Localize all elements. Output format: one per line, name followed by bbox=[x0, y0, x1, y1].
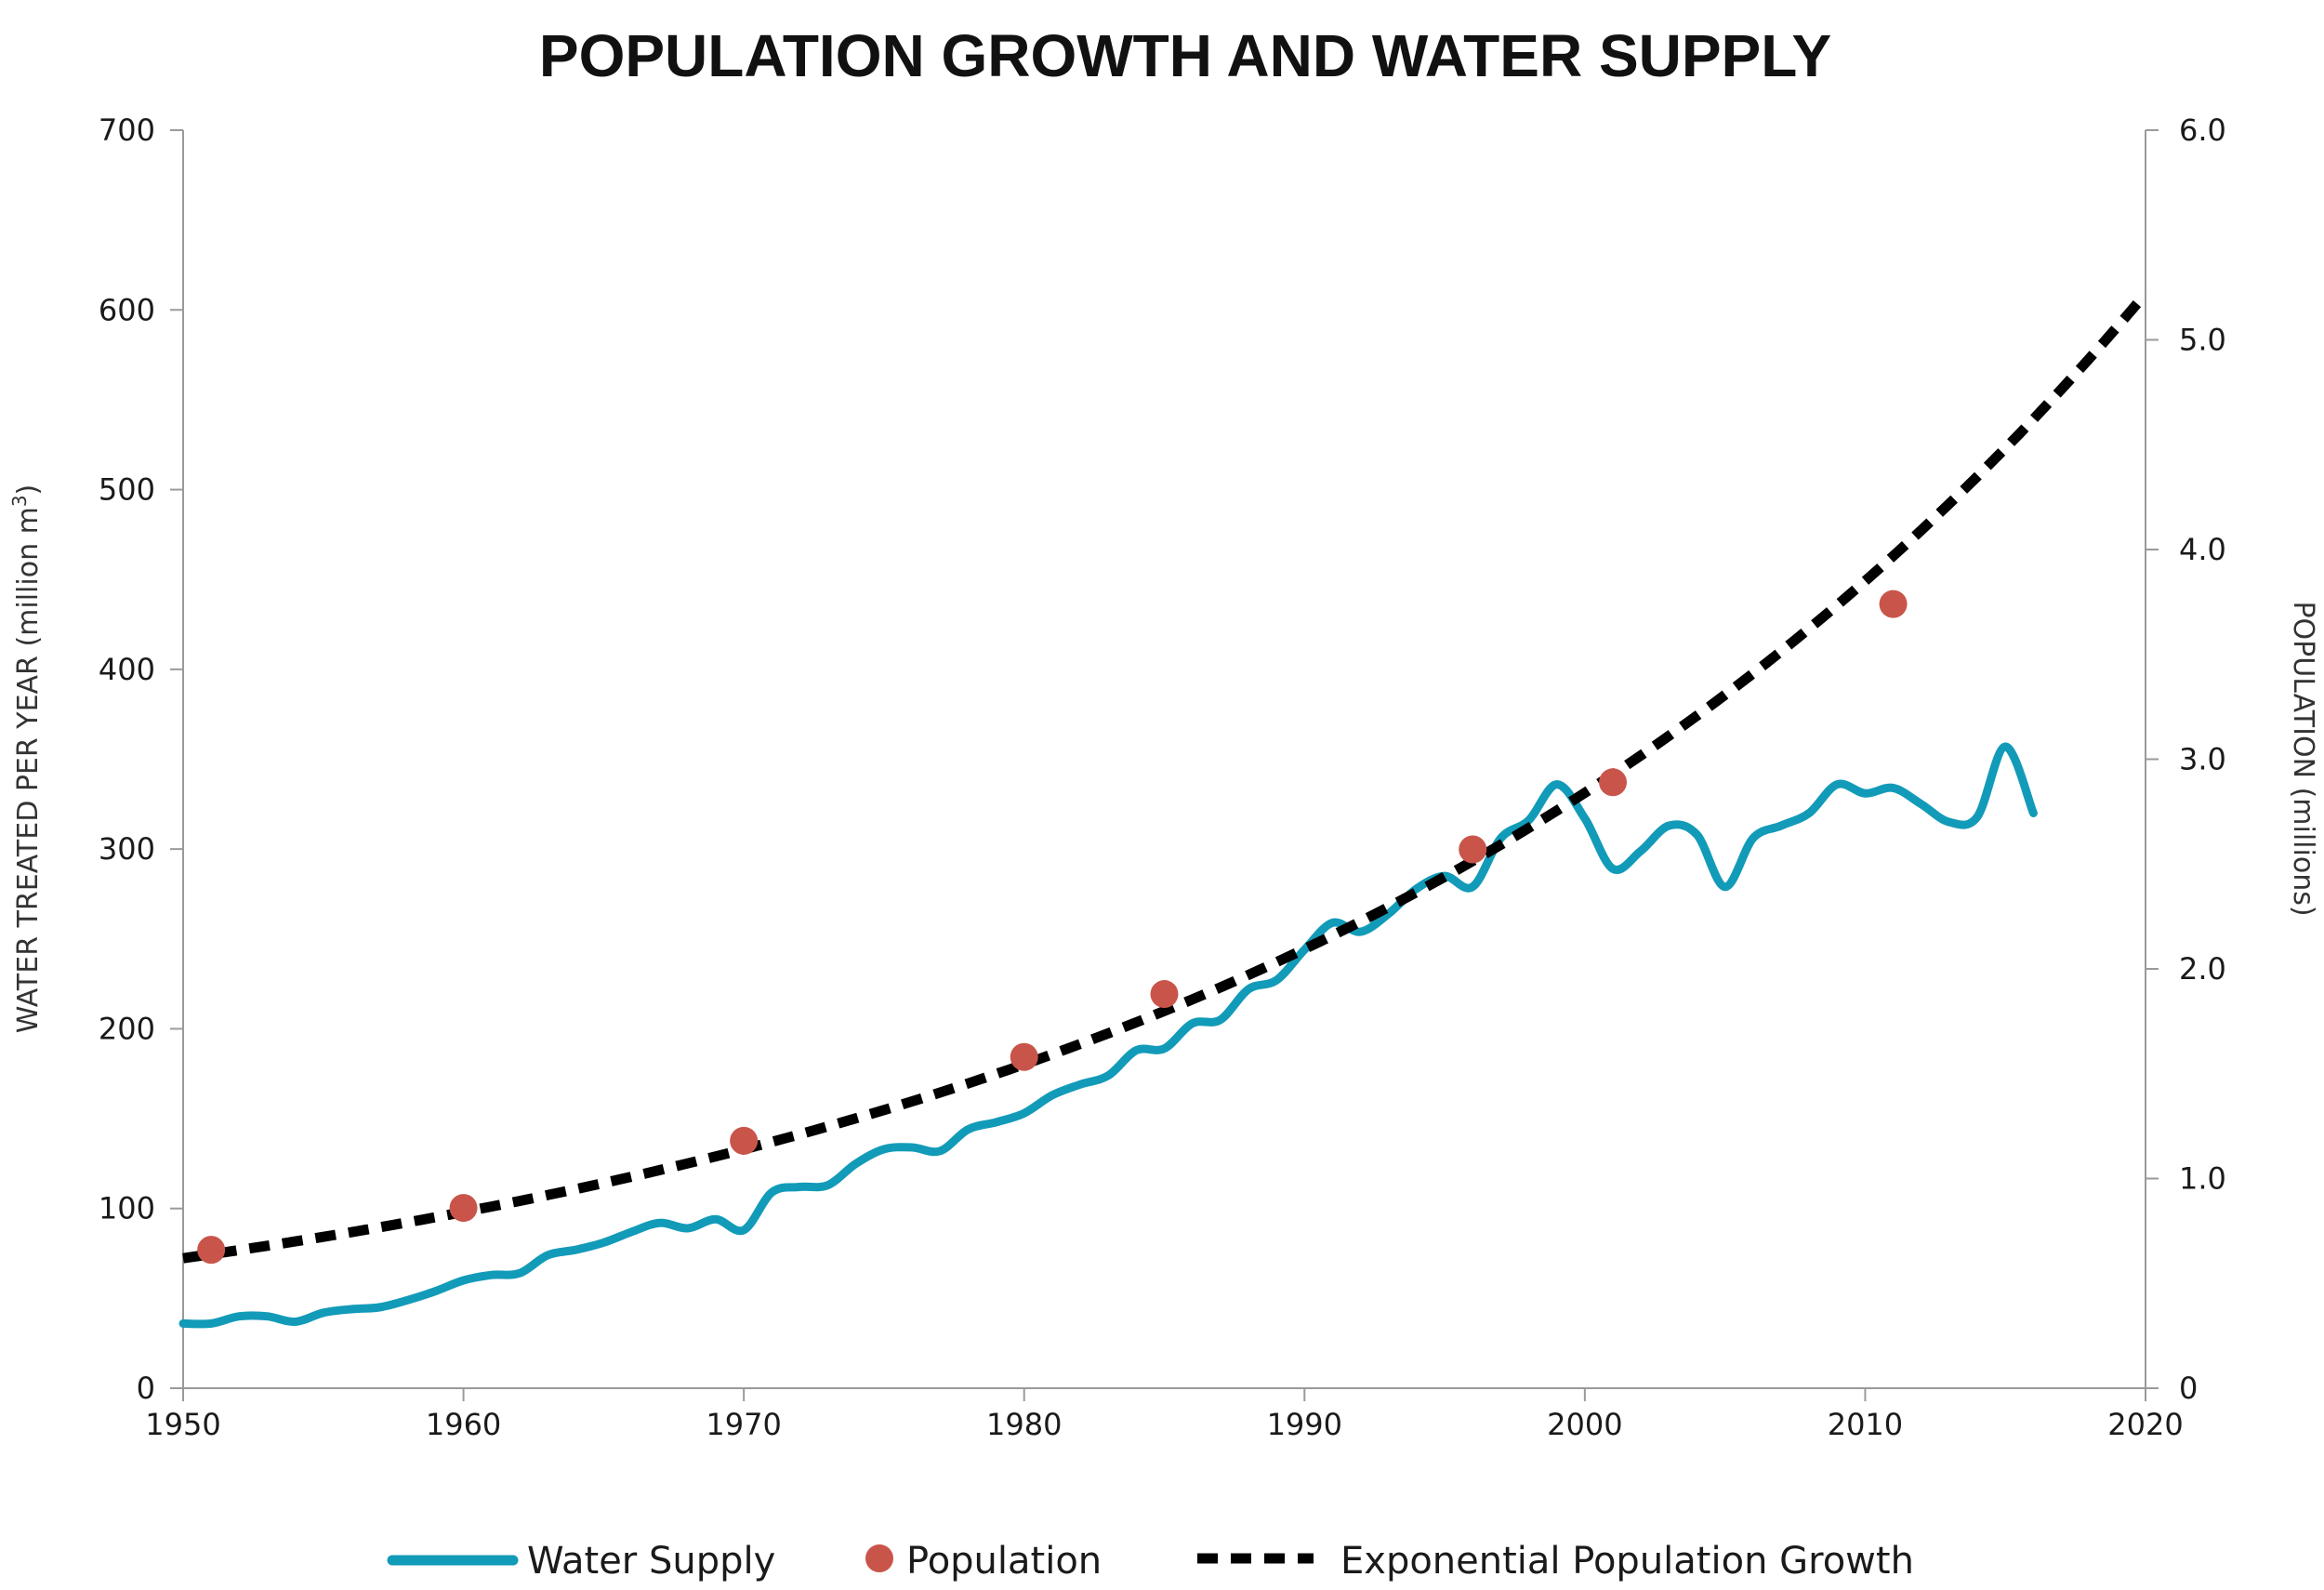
x-tick-label: 1960 bbox=[426, 1407, 501, 1442]
x-axis: 1950 1960 1970 1980 1990 2000 2010 2020 bbox=[145, 1387, 2184, 1442]
y-right-tick-label: 3.0 bbox=[2179, 742, 2226, 777]
y-left-tick-label: 400 bbox=[99, 652, 155, 687]
x-tick-label: 1980 bbox=[986, 1407, 1062, 1442]
y-left-tick-label: 500 bbox=[99, 472, 155, 508]
population-point bbox=[449, 1194, 478, 1223]
water-supply-line bbox=[178, 742, 2038, 1329]
legend: Water Supply Population Exponential Popu… bbox=[387, 1540, 1914, 1583]
y-left-tick-label: 100 bbox=[99, 1191, 155, 1226]
y-right-tick-label: 4.0 bbox=[2179, 532, 2226, 567]
y-left-tick-label: 700 bbox=[99, 113, 155, 148]
legend-item-water-supply[interactable]: Water Supply bbox=[387, 1540, 775, 1583]
y-left-tick-label: 0 bbox=[137, 1371, 155, 1406]
x-tick-label: 1950 bbox=[145, 1407, 220, 1442]
y-axis-left-label-main: WATER TREATED PER YEAR (million m bbox=[12, 507, 45, 1033]
population-point bbox=[1459, 835, 1487, 864]
y-left-tick-label: 600 bbox=[99, 292, 155, 327]
y-axis-right-label: POPULATION (millions) bbox=[2287, 601, 2319, 916]
y-axis-left-label-sup: 3 bbox=[8, 495, 31, 507]
x-tick-label: 2020 bbox=[2107, 1407, 2183, 1442]
population-point bbox=[1599, 768, 1628, 797]
y-axis-left-label-end: ) bbox=[12, 484, 45, 496]
y-right-tick-label: 5.0 bbox=[2179, 323, 2226, 358]
legend-population-label: Population bbox=[906, 1540, 1102, 1583]
population-point bbox=[1879, 590, 1908, 618]
y-axis-right: 0 1.0 2.0 3.0 4.0 5.0 6.0 bbox=[2145, 113, 2226, 1406]
y-right-tick-label: 1.0 bbox=[2179, 1161, 2226, 1197]
population-point bbox=[1010, 1042, 1038, 1071]
legend-item-population[interactable]: Population bbox=[865, 1540, 1102, 1583]
x-tick-label: 2010 bbox=[1828, 1407, 1903, 1442]
population-point bbox=[197, 1236, 226, 1265]
y-axis-left-label: WATER TREATED PER YEAR (million m3) bbox=[8, 484, 45, 1034]
legend-exponential-label: Exponential Population Growth bbox=[1340, 1540, 1914, 1583]
x-tick-label: 1970 bbox=[706, 1407, 781, 1442]
y-right-tick-label: 0 bbox=[2179, 1371, 2198, 1406]
chart-title: POPULATION GROWTH AND WATER SUPPLY bbox=[539, 22, 1831, 89]
y-right-tick-label: 2.0 bbox=[2179, 951, 2226, 987]
legend-item-exponential-population-growth[interactable]: Exponential Population Growth bbox=[1197, 1540, 1914, 1583]
y-left-tick-label: 300 bbox=[99, 831, 155, 867]
population-point bbox=[730, 1126, 759, 1155]
y-right-tick-label: 6.0 bbox=[2179, 113, 2226, 148]
y-left-tick-label: 200 bbox=[99, 1011, 155, 1046]
population-point bbox=[1150, 980, 1179, 1009]
series-layer bbox=[178, 290, 2150, 1329]
x-tick-label: 1990 bbox=[1267, 1407, 1342, 1442]
legend-population-swatch bbox=[865, 1544, 893, 1572]
legend-water-supply-label: Water Supply bbox=[527, 1540, 775, 1583]
exponential-growth-line bbox=[182, 290, 2150, 1264]
y-axis-left: 0 100 200 300 400 500 600 700 bbox=[99, 113, 184, 1406]
x-tick-label: 2000 bbox=[1547, 1407, 1622, 1442]
